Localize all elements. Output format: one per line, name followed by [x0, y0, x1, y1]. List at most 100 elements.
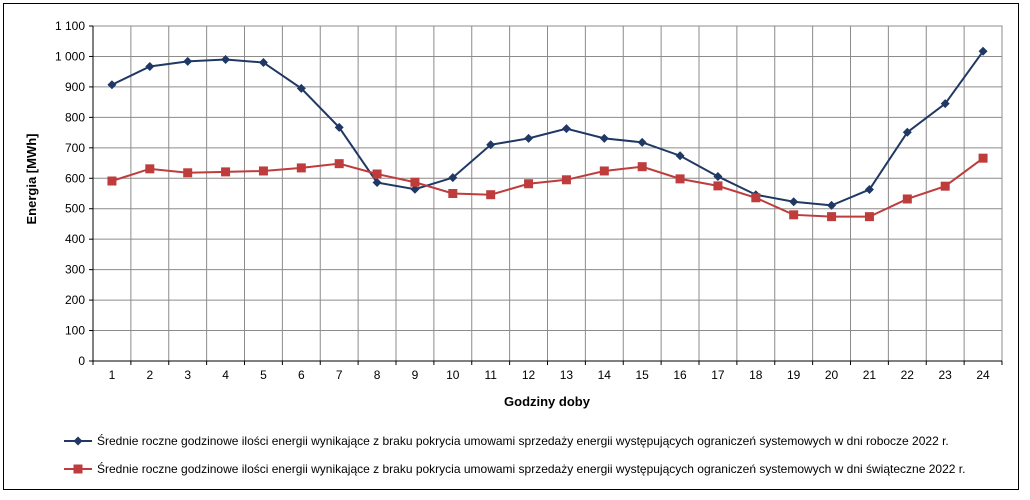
x-tick-label: 22: [901, 368, 915, 382]
x-tick-label: 21: [863, 368, 877, 382]
data-point: [486, 190, 496, 200]
y-tick-label: 0: [78, 354, 85, 368]
data-point: [296, 163, 306, 173]
data-point: [978, 46, 988, 56]
y-tick-label: 1 100: [55, 19, 85, 33]
data-point: [864, 185, 874, 195]
y-tick-label: 800: [65, 110, 85, 124]
series-1: [107, 46, 988, 210]
y-axis-ticks: 0 100 200 300 400 500 600 700 800 900 1 000 1 100: [55, 19, 93, 368]
data-point: [561, 175, 571, 185]
data-point: [296, 83, 306, 93]
y-tick-label: 900: [65, 80, 85, 94]
data-point: [864, 212, 874, 222]
legend-label: Średnie roczne godzinowe ilości energii …: [97, 461, 965, 476]
data-point: [599, 133, 609, 143]
x-tick-label: 1: [109, 368, 116, 382]
x-tick-label: 24: [976, 368, 990, 382]
data-point: [258, 166, 268, 176]
x-tick-label: 2: [146, 368, 153, 382]
data-point: [524, 133, 534, 143]
data-point: [713, 171, 723, 181]
data-point: [448, 173, 458, 183]
data-point: [827, 200, 837, 210]
data-point: [561, 124, 571, 134]
x-tick-label: 5: [260, 368, 267, 382]
y-tick-label: 600: [65, 171, 85, 185]
data-point: [221, 55, 231, 64]
data-point: [789, 210, 799, 220]
data-point: [940, 99, 950, 109]
x-tick-label: 23: [939, 368, 953, 382]
data-point: [183, 56, 193, 66]
y-tick-label: 200: [65, 293, 85, 307]
data-point: [258, 58, 268, 68]
data-point: [448, 189, 458, 198]
x-tick-label: 13: [560, 368, 574, 382]
y-tick-label: 400: [65, 232, 85, 246]
data-point: [675, 151, 685, 161]
data-point: [713, 181, 723, 191]
data-point: [145, 164, 155, 174]
data-point: [221, 167, 231, 177]
legend-label: Średnie roczne godzinowe ilości energii …: [97, 433, 949, 448]
y-tick-label: 300: [65, 263, 85, 277]
data-point: [183, 168, 193, 178]
data-point: [637, 162, 647, 172]
x-tick-label: 10: [446, 368, 460, 382]
x-axis-ticks: 1 2 3 4 5 6 7 8 9 10 11 12 13 14 15 16 17 18 19 20 21 22 23 24: [92, 361, 1003, 382]
x-tick-label: 17: [711, 368, 725, 382]
data-point: [902, 127, 912, 137]
legend-item-1: Średnie roczne godzinowe ilości energii …: [64, 433, 949, 448]
y-tick-label: 1 000: [55, 49, 85, 63]
legend-item-2: Średnie roczne godzinowe ilości energii …: [64, 461, 965, 476]
data-point: [410, 184, 420, 194]
x-tick-label: 18: [749, 368, 763, 382]
data-point: [334, 159, 344, 169]
data-point: [410, 177, 420, 187]
x-tick-label: 19: [787, 368, 801, 382]
data-point: [827, 212, 837, 222]
data-point: [107, 80, 117, 90]
series-line: [111, 157, 984, 218]
x-tick-label: 7: [336, 368, 343, 382]
x-axis-title: Godziny doby: [504, 394, 591, 409]
data-point: [372, 169, 382, 179]
data-point: [789, 197, 799, 207]
x-tick-label: 4: [222, 368, 229, 382]
x-tick-label: 15: [636, 368, 650, 382]
data-point: [637, 137, 647, 147]
data-point: [940, 181, 950, 191]
y-tick-label: 100: [65, 324, 85, 338]
x-tick-label: 14: [598, 368, 612, 382]
data-point: [902, 194, 912, 204]
data-point: [107, 176, 117, 186]
x-tick-label: 12: [522, 368, 536, 382]
data-point: [372, 178, 382, 188]
x-tick-label: 6: [298, 368, 305, 382]
series-2: [107, 153, 988, 222]
series-layer: [107, 46, 988, 222]
x-tick-label: 8: [374, 368, 381, 382]
legend-marker: [73, 464, 83, 474]
y-tick-label: 700: [65, 141, 85, 155]
data-point: [978, 153, 988, 163]
y-axis-title: Energia [MWh]: [24, 134, 39, 225]
x-tick-label: 20: [825, 368, 839, 382]
legend: Średnie roczne godzinowe ilości energii …: [64, 433, 965, 476]
y-tick-label: 500: [65, 202, 85, 216]
data-point: [751, 193, 761, 203]
data-point: [334, 122, 344, 132]
data-point: [675, 174, 685, 184]
legend-marker: [73, 436, 83, 446]
series-line: [111, 50, 984, 207]
data-point: [524, 179, 534, 189]
chart-frame: 0 100 200 300 400 500 600 700 800 900 1 000 1 100 1…: [3, 3, 1019, 490]
data-point: [599, 166, 609, 176]
x-tick-label: 11: [484, 368, 497, 382]
x-tick-label: 3: [184, 368, 191, 382]
x-tick-label: 9: [412, 368, 419, 382]
line-chart: 0 100 200 300 400 500 600 700 800 900 1 000 1 100 1…: [24, 19, 1003, 476]
data-point: [486, 140, 496, 150]
data-point: [145, 62, 155, 72]
